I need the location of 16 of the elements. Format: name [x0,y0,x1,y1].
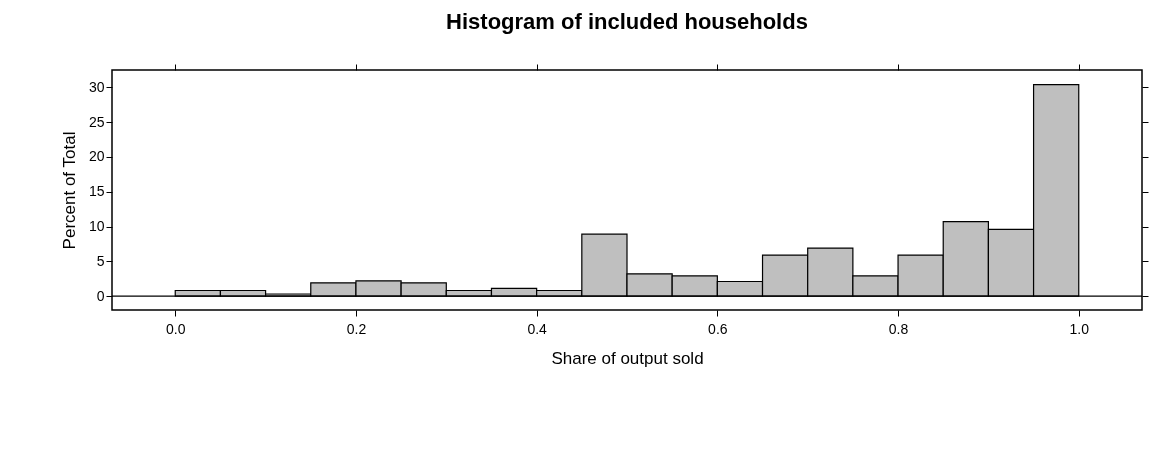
x-tick-label: 1.0 [1069,320,1090,337]
chart-title: Histogram of included households [446,8,808,34]
y-axis-title: Percent of Total [59,131,79,250]
x-tick-label: 0.2 [346,320,367,337]
x-tick-label: 0.8 [888,320,909,337]
x-axis-title: Share of output sold [551,348,704,368]
y-tick-label: 30 [88,78,105,95]
y-tick-label: 10 [88,218,105,235]
y-tick-label: 5 [96,252,105,269]
x-tick-label: 0.4 [527,320,548,337]
x-tick-label: 0.0 [166,320,186,337]
y-tick-label: 25 [88,113,105,130]
x-tick-label: 0.6 [708,320,728,337]
y-tick-label: 20 [88,148,105,165]
y-tick-label: 0 [96,287,105,304]
y-tick-label: 15 [88,183,105,200]
